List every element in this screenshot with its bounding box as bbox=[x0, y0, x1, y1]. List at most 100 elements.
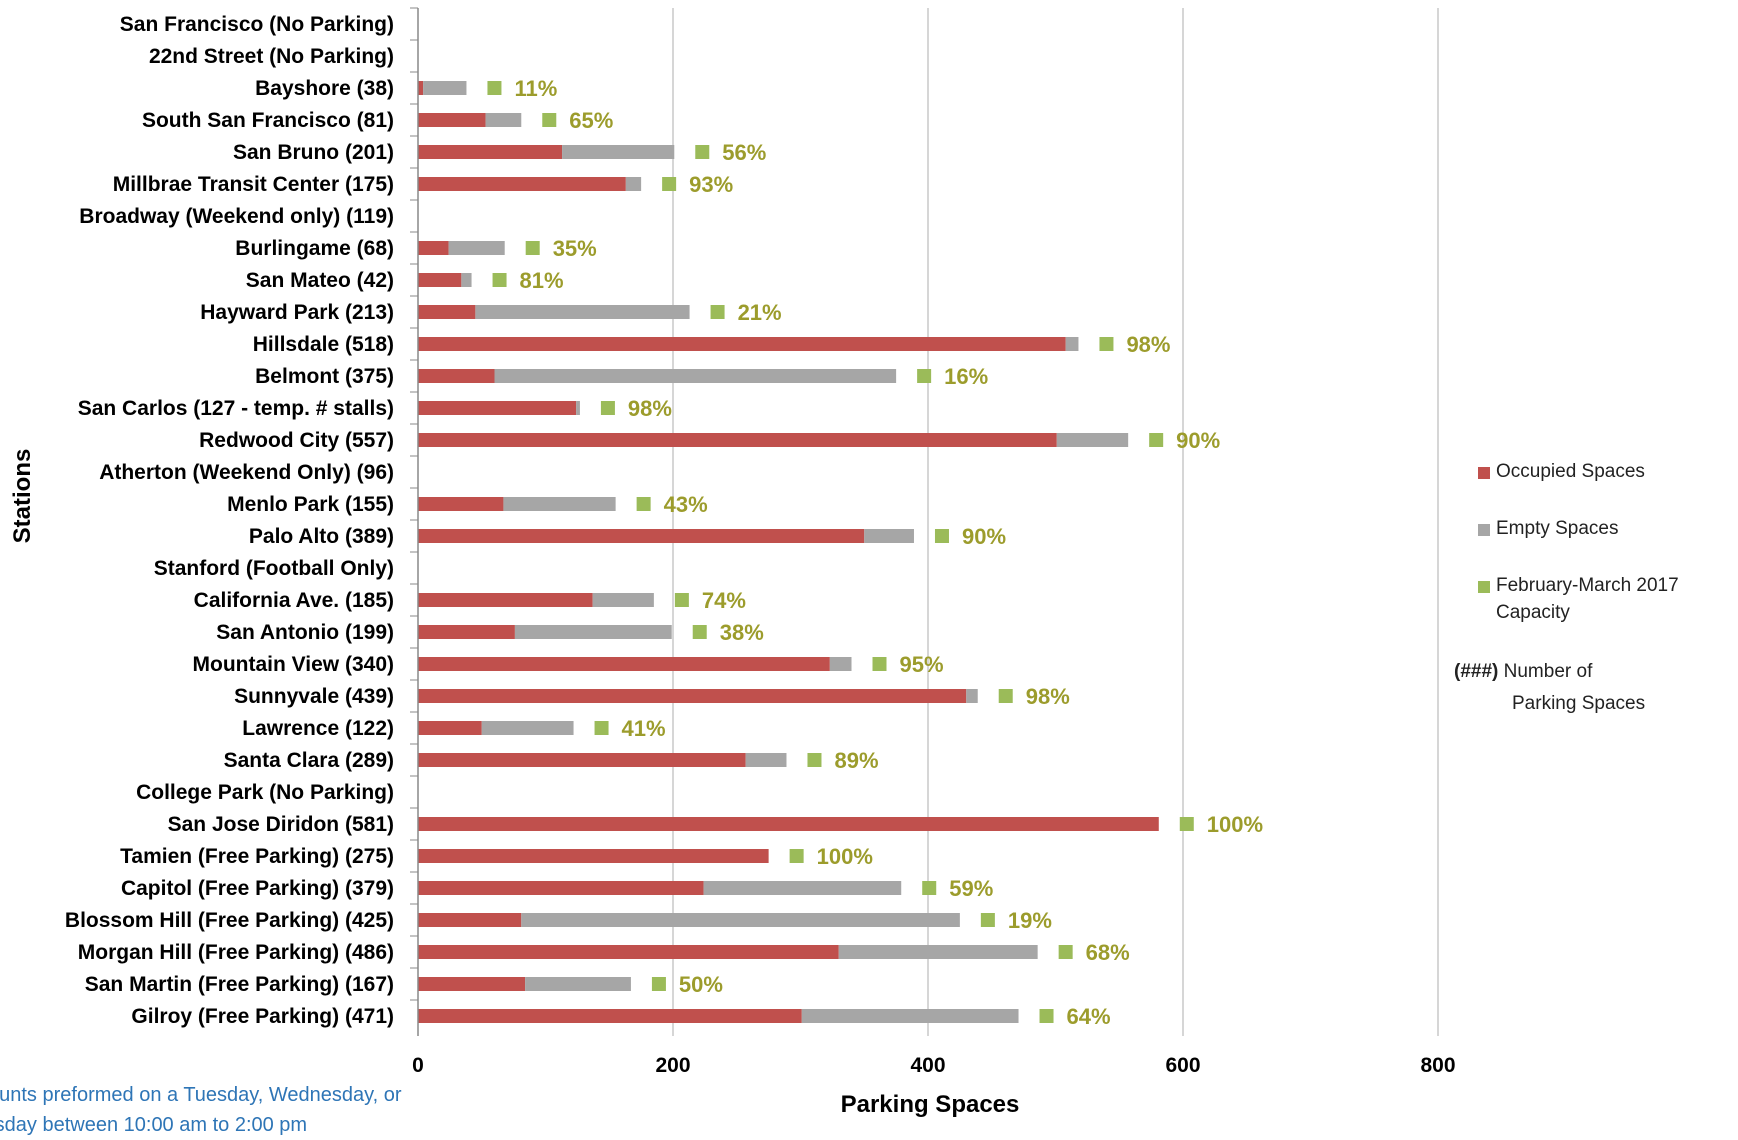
bar-occupied bbox=[418, 529, 865, 543]
bar-occupied bbox=[418, 401, 577, 415]
bar-empty bbox=[966, 689, 978, 703]
bar-empty bbox=[829, 657, 852, 671]
category-label: Broadway (Weekend only) (119) bbox=[79, 205, 394, 228]
bar-occupied bbox=[418, 369, 495, 383]
bar-occupied bbox=[418, 241, 449, 255]
bar-empty bbox=[494, 369, 897, 383]
bar-occupied bbox=[418, 593, 593, 607]
x-tick-label: 400 bbox=[910, 1054, 945, 1077]
capacity-marker bbox=[1099, 337, 1114, 351]
legend-label-capacity: February-March 2017 Capacity bbox=[1496, 575, 1679, 623]
category-label: Morgan Hill (Free Parking) (486) bbox=[78, 941, 394, 964]
capacity-label: 74% bbox=[702, 588, 746, 613]
legend-note-marker: (###) bbox=[1454, 661, 1499, 682]
capacity-marker bbox=[525, 241, 540, 255]
bar-empty bbox=[703, 881, 902, 895]
capacity-label: 41% bbox=[622, 716, 666, 741]
category-label: San Carlos (127 - temp. # stalls) bbox=[78, 397, 394, 420]
category-labels: San Francisco (No Parking) 22nd Street (N… bbox=[65, 7, 418, 1028]
bar-occupied bbox=[418, 497, 504, 511]
bar-empty bbox=[576, 401, 580, 415]
bar-empty bbox=[485, 113, 522, 127]
legend-label-occupied: Occupied Spaces bbox=[1496, 461, 1645, 482]
bar-empty bbox=[475, 305, 690, 319]
capacity-marker bbox=[789, 849, 804, 863]
gridlines bbox=[672, 8, 1439, 1036]
category-label: Bayshore (38) bbox=[255, 77, 394, 100]
x-tick-label: 200 bbox=[655, 1054, 690, 1077]
bar-empty bbox=[745, 753, 787, 767]
capacity-marker bbox=[487, 81, 502, 95]
capacity-marker bbox=[922, 881, 937, 895]
bar-empty bbox=[503, 497, 616, 511]
bar-occupied bbox=[418, 817, 1159, 831]
bar-empty bbox=[592, 593, 654, 607]
capacity-marker bbox=[636, 497, 651, 511]
category-label: Sunnyvale (439) bbox=[234, 685, 394, 708]
bar-occupied bbox=[418, 113, 486, 127]
capacity-label: 35% bbox=[553, 236, 597, 261]
legend-item-empty: Empty Spaces bbox=[1478, 515, 1728, 542]
capacity-marker bbox=[872, 657, 887, 671]
category-label: Hayward Park (213) bbox=[200, 301, 394, 324]
bars bbox=[418, 81, 1159, 1023]
capacity-label: 98% bbox=[1026, 684, 1070, 709]
category-label: San Mateo (42) bbox=[246, 269, 394, 292]
capacity-marker bbox=[934, 529, 949, 543]
category-label: Capitol (Free Parking) (379) bbox=[121, 877, 394, 900]
capacity-marker bbox=[807, 753, 822, 767]
bar-empty bbox=[514, 625, 672, 639]
capacity-label: 43% bbox=[664, 492, 708, 517]
category-label: Belmont (375) bbox=[255, 365, 394, 388]
capacity-marker bbox=[710, 305, 725, 319]
capacity-label: 81% bbox=[520, 268, 564, 293]
capacity-marker bbox=[594, 721, 609, 735]
bar-occupied bbox=[418, 753, 746, 767]
category-label: Atherton (Weekend Only) (96) bbox=[99, 461, 394, 484]
bar-occupied bbox=[418, 625, 515, 639]
bar-occupied bbox=[418, 177, 626, 191]
bar-empty bbox=[1056, 433, 1129, 447]
capacity-label: 90% bbox=[962, 524, 1006, 549]
bar-occupied bbox=[418, 433, 1057, 447]
bar-empty bbox=[625, 177, 642, 191]
capacity-marker bbox=[917, 369, 932, 383]
bar-empty bbox=[448, 241, 505, 255]
capacity-label: 90% bbox=[1176, 428, 1220, 453]
bar-empty bbox=[423, 81, 467, 95]
category-label: Lawrence (122) bbox=[242, 717, 394, 740]
capacity-label: 19% bbox=[1008, 908, 1052, 933]
capacity-marker bbox=[542, 113, 557, 127]
bar-occupied bbox=[418, 913, 522, 927]
capacity-label: 93% bbox=[689, 172, 733, 197]
category-label: San Antonio (199) bbox=[216, 621, 394, 644]
category-label: Santa Clara (289) bbox=[224, 749, 394, 772]
capacity-label: 50% bbox=[679, 972, 723, 997]
legend-item-capacity: February-March 2017 Capacity bbox=[1478, 572, 1728, 626]
legend-note: (###) Number of Parking Spaces bbox=[1454, 656, 1728, 720]
capacity-marker bbox=[651, 977, 666, 991]
bar-occupied bbox=[418, 881, 704, 895]
capacity-marker bbox=[980, 913, 995, 927]
category-label: Gilroy (Free Parking) (471) bbox=[131, 1005, 394, 1028]
bar-occupied bbox=[418, 977, 526, 991]
capacity-label: 89% bbox=[834, 748, 878, 773]
bar-occupied bbox=[418, 689, 967, 703]
bar-empty bbox=[461, 273, 472, 287]
legend: Occupied Spaces Empty Spaces February-Ma… bbox=[1454, 458, 1728, 720]
legend-swatch-empty bbox=[1478, 524, 1490, 536]
bar-occupied bbox=[418, 273, 462, 287]
capacity-markers: 11% 65% 56% 93% 35% 81% 21% 98% 16% 98% 90% 43% 90% 7… bbox=[487, 76, 1263, 1029]
category-label: Blossom Hill (Free Parking) (425) bbox=[65, 909, 394, 932]
category-label: Palo Alto (389) bbox=[249, 525, 394, 548]
legend-note-line2: Parking Spaces bbox=[1512, 693, 1646, 714]
x-axis-title: Parking Spaces bbox=[841, 1091, 1020, 1118]
capacity-label: 65% bbox=[569, 108, 613, 133]
category-label: Burlingame (68) bbox=[235, 237, 394, 260]
capacity-label: 56% bbox=[722, 140, 766, 165]
capacity-label: 95% bbox=[900, 652, 944, 677]
category-label: College Park (No Parking) bbox=[136, 781, 394, 804]
category-label: 22nd Street (No Parking) bbox=[149, 45, 394, 68]
footnote: ounts preformed on a Tuesday, Wednesday,… bbox=[0, 1080, 560, 1140]
